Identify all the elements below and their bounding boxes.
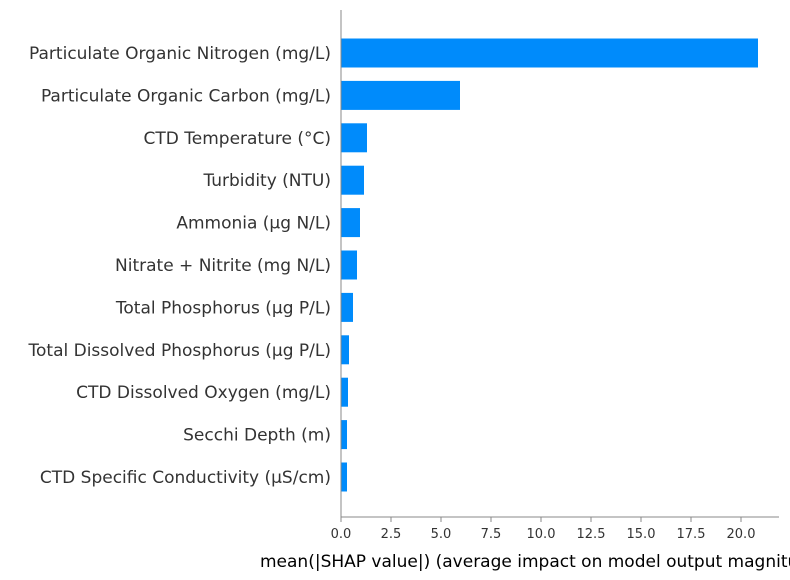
category-label-9: Secchi Depth (m) [183,426,331,446]
category-label-8: CTD Dissolved Oxygen (mg/L) [76,383,331,403]
category-label-7: Total Dissolved Phosphorus (µg P/L) [28,341,331,361]
category-label-6: Total Phosphorus (µg P/L) [115,298,331,318]
bar-6 [341,292,353,322]
bar-1 [341,80,460,110]
x-tick-label-3: 7.5 [481,527,502,542]
bars-group [341,38,758,492]
category-label-3: Turbidity (NTU) [202,171,331,191]
x-axis-title: mean(|SHAP value|) (average impact on mo… [260,552,790,572]
bar-3 [341,165,364,195]
x-tick-label-0: 0.0 [331,527,352,542]
category-label-10: CTD Specific Conductivity (µS/cm) [40,468,331,488]
x-tick-label-5: 12.5 [577,527,606,542]
category-label-1: Particulate Organic Carbon (mg/L) [41,86,331,106]
bar-7 [341,335,349,365]
category-label-5: Nitrate + Nitrite (mg N/L) [115,256,331,276]
x-tick-label-1: 2.5 [381,527,402,542]
bar-9 [341,420,347,450]
category-label-2: CTD Temperature (°C) [144,129,331,149]
category-labels: Particulate Organic Nitrogen (mg/L) Parti… [28,44,331,488]
category-label-0: Particulate Organic Nitrogen (mg/L) [29,44,331,64]
x-tick-label-7: 17.5 [677,527,706,542]
x-ticks: 0.0 2.5 5.0 7.5 10.0 12.5 15.0 17.5 20.0 [331,517,756,542]
category-label-4: Ammonia (µg N/L) [176,214,331,234]
x-tick-label-6: 15.0 [627,527,656,542]
x-tick-label-8: 20.0 [727,527,756,542]
bar-5 [341,250,357,280]
bar-10 [341,462,347,492]
bar-0 [341,38,758,68]
x-tick-label-2: 5.0 [431,527,452,542]
bar-2 [341,123,367,153]
bar-8 [341,377,348,407]
x-tick-label-4: 10.0 [527,527,556,542]
bar-4 [341,208,360,238]
